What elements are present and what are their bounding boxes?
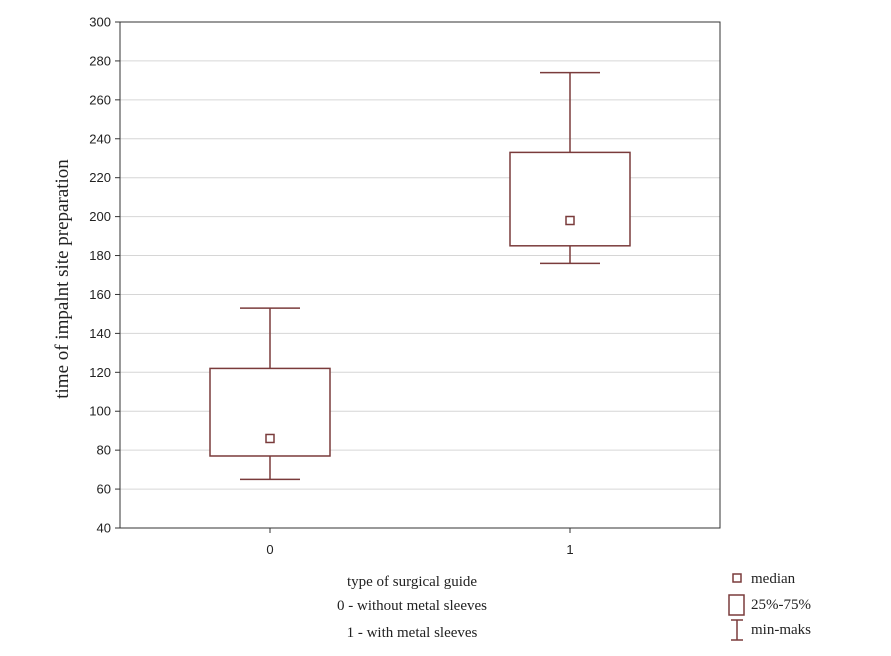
box-series xyxy=(209,71,631,481)
y-tick-label: 280 xyxy=(89,53,111,68)
y-tick-label: 160 xyxy=(89,287,111,302)
y-tick-label: 140 xyxy=(89,326,111,341)
plot-area-frame xyxy=(119,21,721,529)
x-note-line-0: 0 - without metal sleeves xyxy=(337,598,487,614)
y-tick-label: 80 xyxy=(97,443,111,458)
x-tick-label: 1 xyxy=(566,542,573,557)
y-tick-label: 200 xyxy=(89,209,111,224)
iqr-box xyxy=(509,151,631,247)
y-tick-label: 300 xyxy=(89,15,111,30)
y-tick-label: 40 xyxy=(97,521,111,536)
legend-median-marker xyxy=(732,573,742,583)
x-tick-label: 0 xyxy=(266,542,273,557)
legend-median-label: median xyxy=(751,571,796,587)
median-marker xyxy=(265,433,275,444)
y-axis-label: time of impalnt site preparation xyxy=(52,159,73,399)
x-note-line-1: 1 - with metal sleeves xyxy=(347,625,478,641)
box-1 xyxy=(509,71,631,265)
legend-box-label: 25%-75% xyxy=(751,597,811,613)
legend: median 25%-75% min-maks xyxy=(728,571,811,641)
y-tick-label: 120 xyxy=(89,365,111,380)
y-axis-ticks: 40 60 80 100 120 140 160 180 200 220 240 260 280 300 xyxy=(89,15,120,536)
y-tick-label: 180 xyxy=(89,248,111,263)
y-tick-label: 240 xyxy=(89,131,111,146)
x-axis-label: type of surgical guide xyxy=(347,574,477,590)
legend-box-marker xyxy=(728,594,745,616)
median-marker xyxy=(565,215,575,226)
y-tick-label: 220 xyxy=(89,170,111,185)
y-tick-label: 60 xyxy=(97,482,111,497)
y-tick-label: 100 xyxy=(89,404,111,419)
y-tick-label: 260 xyxy=(89,92,111,107)
legend-whisker-label: min-maks xyxy=(751,622,811,638)
box-0 xyxy=(209,307,331,481)
legend-whisker-marker xyxy=(731,619,743,641)
